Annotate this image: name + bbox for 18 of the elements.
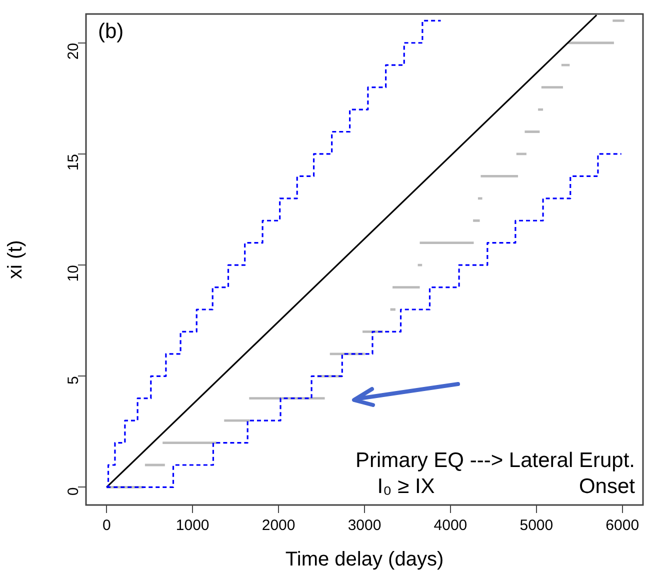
- x-tick-label: 2000: [262, 517, 296, 534]
- annotation: Primary EQ ---> Lateral Erupt.: [356, 449, 635, 472]
- x-tick-label: 4000: [434, 517, 468, 534]
- annotation: I₀ ≥ IX: [377, 475, 435, 498]
- x-tick-label: 6000: [606, 517, 640, 534]
- y-tick-label: 10: [65, 265, 82, 282]
- x-axis-title: Time delay (days): [285, 548, 444, 571]
- y-tick-label: 5: [65, 376, 82, 384]
- x-tick-label: 0: [102, 517, 111, 534]
- x-tick-label: 3000: [348, 517, 382, 534]
- y-tick-label: 15: [65, 154, 82, 171]
- annotation: Onset: [578, 475, 636, 498]
- y-tick-label: 20: [65, 42, 82, 60]
- x-tick-label: 1000: [176, 517, 210, 534]
- annotation: (b): [98, 20, 124, 43]
- y-axis-title: xi (t): [4, 240, 27, 279]
- y-tick-label: 0: [65, 487, 82, 496]
- x-tick-label: 5000: [520, 517, 554, 534]
